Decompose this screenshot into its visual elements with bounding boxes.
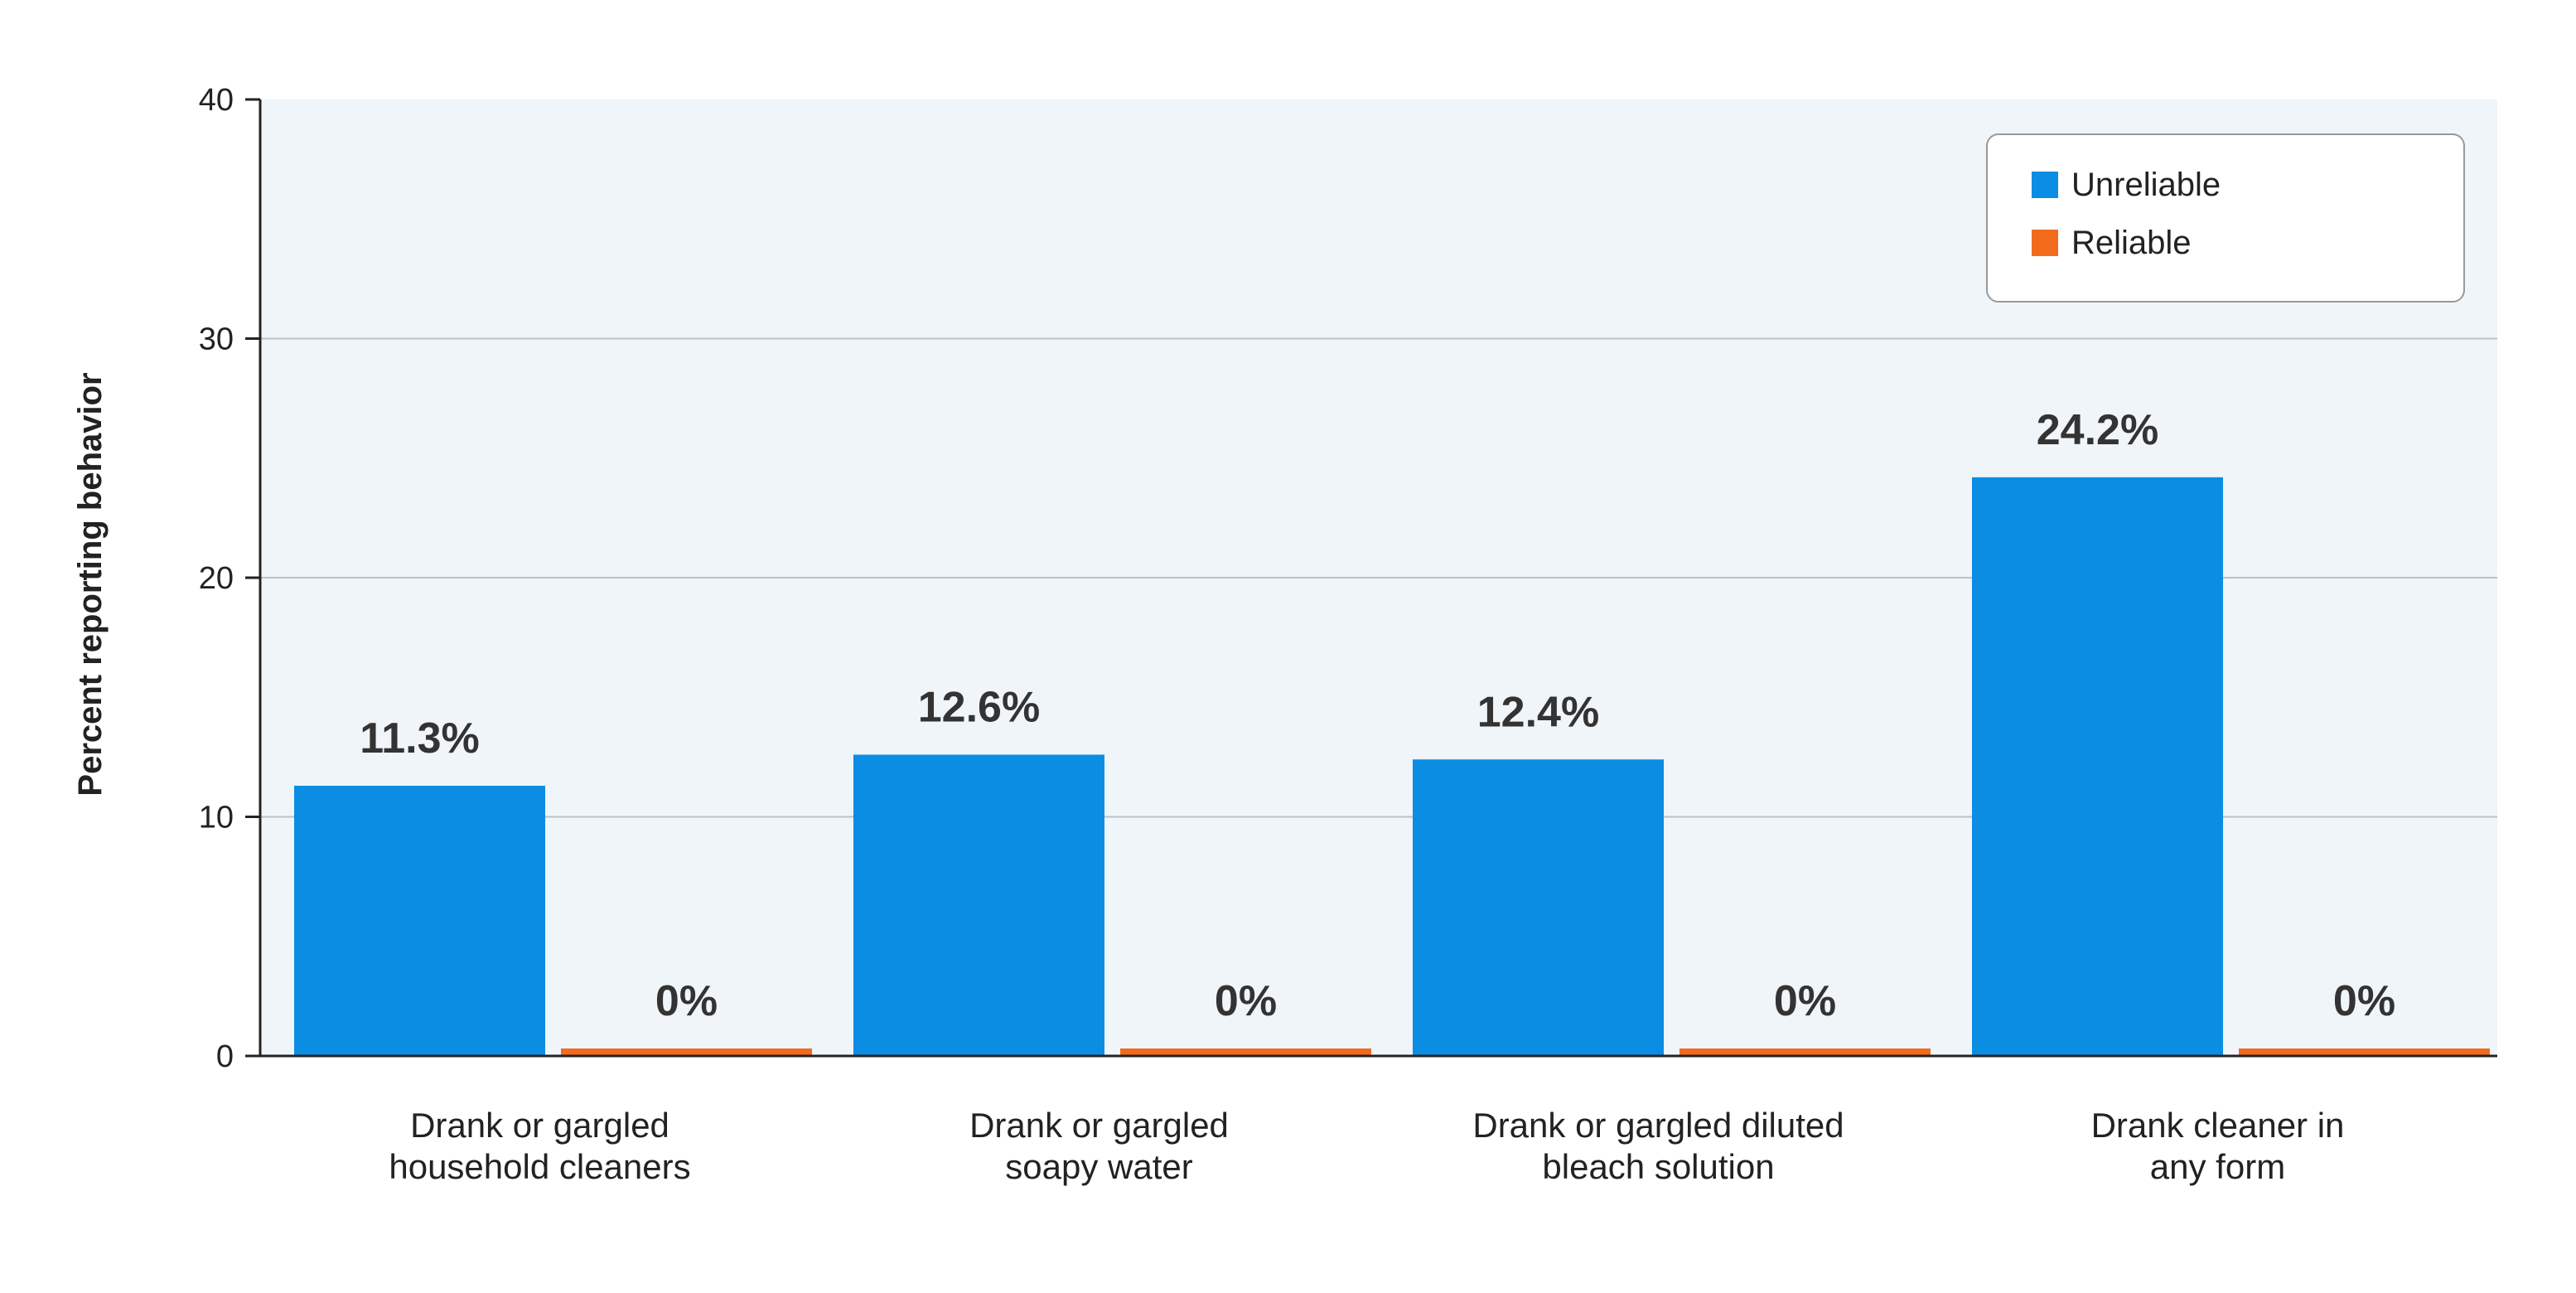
bars xyxy=(294,477,2490,1056)
x-category-label: any form xyxy=(2150,1147,2285,1186)
y-tick-label: 40 xyxy=(199,83,234,118)
y-axis-title: Percent reporting behavior xyxy=(72,372,109,796)
x-category-label: Drank or gargled diluted xyxy=(1472,1106,1844,1145)
legend-label-unreliable: Unreliable xyxy=(2071,167,2221,203)
y-tick-label: 30 xyxy=(199,322,234,357)
legend-swatch-reliable xyxy=(2032,230,2058,256)
bar-unreliable xyxy=(853,754,1104,1056)
legend-swatch-unreliable xyxy=(2032,172,2058,198)
bar-unreliable xyxy=(1972,477,2223,1056)
bar-reliable xyxy=(2239,1048,2490,1056)
bar-unreliable xyxy=(1413,759,1664,1056)
bar-unreliable xyxy=(294,785,545,1056)
y-ticks: 0 10 20 30 40 xyxy=(199,83,260,1074)
value-labels: 11.3% 0% 12.6% 0% 12.4% 0% 24.2% 0% xyxy=(360,406,2395,1025)
bar-reliable xyxy=(1120,1048,1371,1056)
value-label: 24.2% xyxy=(2037,406,2158,454)
y-tick-label: 0 xyxy=(216,1039,234,1074)
y-tick-label: 20 xyxy=(199,561,234,596)
value-label: 12.4% xyxy=(1477,688,1599,736)
x-category-label: Drank or gargled xyxy=(969,1106,1229,1145)
bar-reliable xyxy=(1679,1048,1931,1056)
value-label: 0% xyxy=(1215,977,1277,1025)
y-tick-label: 10 xyxy=(199,801,234,835)
x-category-label: Drank cleaner in xyxy=(2091,1106,2345,1145)
legend-box xyxy=(1986,133,2465,303)
legend: Unreliable Reliable xyxy=(1986,133,2465,303)
legend-label-reliable: Reliable xyxy=(2071,225,2192,261)
value-label: 11.3% xyxy=(360,714,480,763)
bar-reliable xyxy=(561,1048,812,1056)
value-label: 12.6% xyxy=(918,683,1040,731)
x-category-label: Drank or gargled xyxy=(410,1106,669,1145)
x-category-label: soapy water xyxy=(1005,1147,1192,1186)
value-label: 0% xyxy=(1774,977,1836,1025)
x-category-label: household cleaners xyxy=(389,1147,690,1186)
value-label: 0% xyxy=(2333,977,2395,1025)
value-label: 0% xyxy=(655,977,718,1025)
x-category-label: bleach solution xyxy=(1542,1147,1774,1186)
